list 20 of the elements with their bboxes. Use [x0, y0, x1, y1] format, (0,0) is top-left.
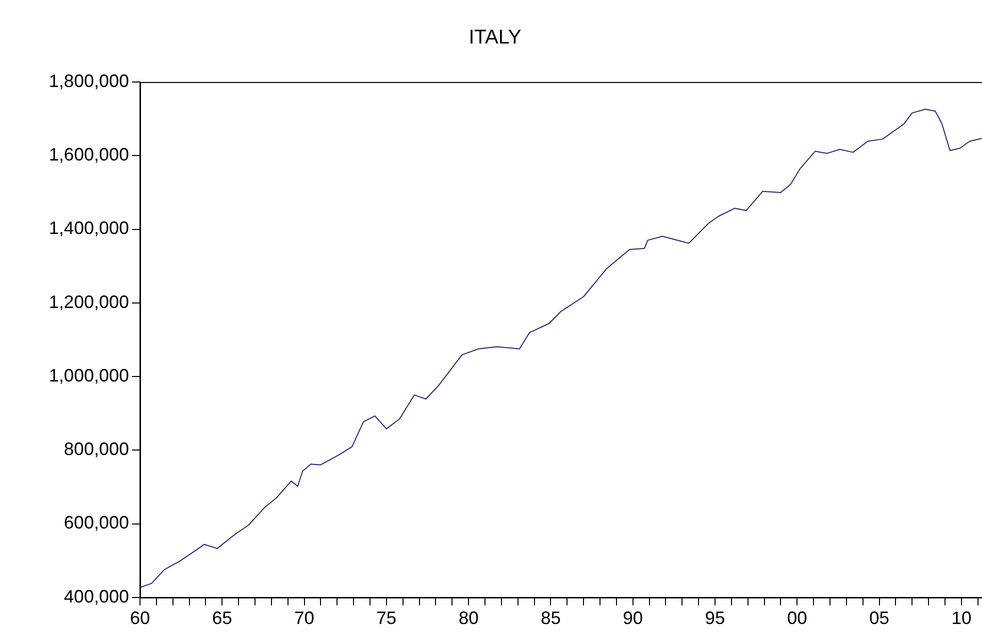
x-tick-label: 60	[130, 608, 150, 628]
y-tick-label: 1,600,000	[48, 144, 129, 165]
y-tick-label: 400,000	[64, 586, 129, 606]
x-tick-label: 05	[869, 608, 890, 628]
x-tick-label: 75	[376, 608, 396, 628]
x-tick-label: 70	[294, 608, 314, 628]
y-tick-label: 1,000,000	[48, 365, 129, 386]
x-tick-label: 95	[705, 608, 726, 628]
x-tick-label: 65	[212, 608, 232, 628]
x-tick-label: 80	[458, 608, 479, 628]
y-tick-label: 600,000	[64, 512, 129, 533]
y-tick-label: 1,200,000	[48, 292, 129, 312]
x-tick-label: 85	[540, 608, 561, 628]
y-tick-label: 1,400,000	[48, 218, 129, 238]
y-tick-label: 1,800,000	[48, 70, 129, 91]
chart-title: ITALY	[468, 26, 522, 49]
x-tick-label: 90	[622, 608, 643, 628]
y-tick-label: 800,000	[64, 439, 129, 460]
x-tick-label: 10	[951, 608, 972, 628]
x-tick-label: 00	[787, 608, 808, 628]
